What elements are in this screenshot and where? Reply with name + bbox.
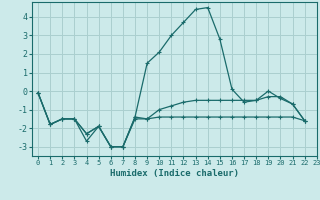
X-axis label: Humidex (Indice chaleur): Humidex (Indice chaleur) [110,169,239,178]
